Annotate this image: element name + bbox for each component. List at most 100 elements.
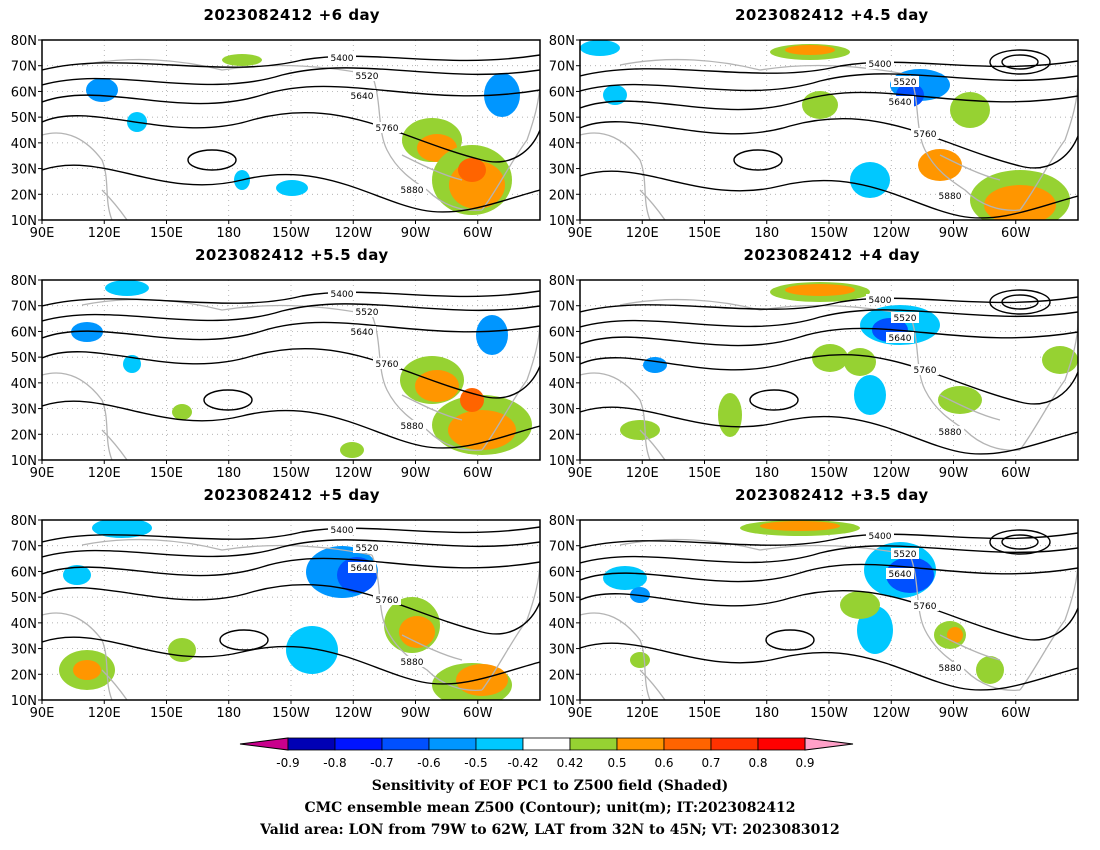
sensitivity-shading (172, 404, 192, 420)
lon-tick-label: 120E (626, 466, 659, 481)
lat-tick-label: 40N (11, 137, 37, 152)
coastline (639, 189, 666, 220)
caption-line-3: Valid area: LON from 79W to 62W, LAT fro… (260, 822, 840, 838)
sensitivity-shading (458, 158, 486, 182)
contour-label: 5400 (869, 60, 892, 70)
lon-tick-label: 180 (216, 466, 241, 481)
lon-tick-label: 60W (463, 226, 493, 241)
sensitivity-shading (603, 566, 647, 590)
contour-label-bg (398, 184, 426, 195)
colorbar-bin (616, 737, 665, 751)
contour-label-bg (398, 420, 426, 431)
lon-tick-label: 60W (463, 706, 493, 721)
coastline (580, 612, 651, 700)
contour-label-bg (353, 542, 381, 553)
z500-contour (42, 321, 540, 341)
contour-label: 5640 (889, 334, 912, 344)
contour-label: 5880 (401, 186, 424, 196)
z500-contour (42, 347, 540, 399)
lon-tick-label: 90E (30, 226, 55, 241)
coastline (939, 634, 1001, 661)
contour-label: 5520 (894, 78, 917, 88)
sensitivity-shading (86, 78, 118, 102)
lon-tick-label: 180 (754, 706, 779, 721)
sensitivity-shading (785, 45, 835, 55)
sensitivity-shading (850, 162, 890, 198)
z500-contour (42, 111, 540, 163)
lat-tick-label: 60N (549, 565, 575, 580)
lon-tick-label: 90W (401, 226, 431, 241)
contour-label-bg (353, 70, 381, 81)
z500-contour (580, 353, 1078, 405)
coastline (909, 554, 1021, 691)
z500-contour (580, 170, 1078, 219)
sensitivity-shading (448, 410, 516, 450)
lon-tick-label: 150E (150, 226, 183, 241)
sensitivity-shading (399, 616, 435, 648)
sensitivity-shading (415, 370, 459, 402)
lat-tick-label: 40N (549, 137, 575, 152)
coastline (42, 132, 113, 220)
z500-contour (42, 54, 540, 71)
colorbar-label: -0.6 (417, 756, 440, 770)
lat-tick-label: 20N (11, 428, 37, 443)
contour-label: 5520 (894, 314, 917, 324)
colorbar-bin (287, 737, 336, 751)
panel-title: 2023082412 +4 day (743, 246, 920, 264)
lon-tick-label: 60W (1001, 466, 1031, 481)
contour-label-bg (373, 358, 401, 369)
sensitivity-shading (340, 442, 364, 458)
lat-tick-label: 50N (549, 351, 575, 366)
coastline (101, 669, 128, 700)
sensitivity-shading (802, 91, 838, 119)
sensitivity-shading (840, 591, 880, 619)
coastline (371, 314, 483, 451)
lat-tick-label: 50N (11, 351, 37, 366)
contour-label: 5880 (939, 664, 962, 674)
z500-contour (765, 629, 815, 651)
contour-label-bg (911, 364, 939, 375)
contour-label: 5400 (869, 296, 892, 306)
contour-label-bg (398, 656, 426, 667)
colorbar-bin (381, 737, 430, 751)
contour-label-bg (911, 600, 939, 611)
colorbar-label: 0.8 (748, 756, 767, 770)
z500-contour (580, 406, 1078, 455)
sensitivity-shading (71, 322, 103, 342)
lon-tick-label: 150E (688, 466, 721, 481)
lon-tick-label: 150E (688, 226, 721, 241)
coastline (371, 74, 483, 211)
lat-tick-label: 10N (11, 214, 37, 229)
sensitivity-shading (785, 284, 855, 296)
sensitivity-shading (918, 149, 962, 181)
contour-label-bg (328, 52, 356, 63)
lat-tick-label: 80N (549, 514, 575, 529)
lon-tick-label: 120W (872, 466, 910, 481)
sensitivity-shading (938, 386, 982, 414)
sensitivity-shading (580, 40, 620, 56)
sensitivity-shading (105, 280, 149, 296)
contour-label-bg (891, 548, 919, 559)
lon-tick-label: 90E (568, 466, 593, 481)
z500-contour (42, 67, 540, 86)
lon-tick-label: 150W (272, 226, 310, 241)
lat-tick-label: 80N (549, 34, 575, 49)
contour-label: 5520 (356, 72, 379, 82)
lat-tick-label: 10N (549, 454, 575, 469)
colorbar-bin (757, 737, 806, 751)
contour-label: 5880 (401, 422, 424, 432)
z500-contour (989, 49, 1051, 75)
coastline (42, 372, 113, 460)
z500-contour (1001, 54, 1039, 70)
lon-tick-label: 150W (272, 466, 310, 481)
z500-contour (219, 629, 269, 651)
contour-label: 5400 (331, 526, 354, 536)
contour-label-bg (348, 326, 376, 337)
lat-tick-label: 20N (549, 188, 575, 203)
sensitivity-shading (456, 664, 508, 696)
lon-tick-label: 180 (216, 706, 241, 721)
z500-contour (42, 583, 540, 635)
